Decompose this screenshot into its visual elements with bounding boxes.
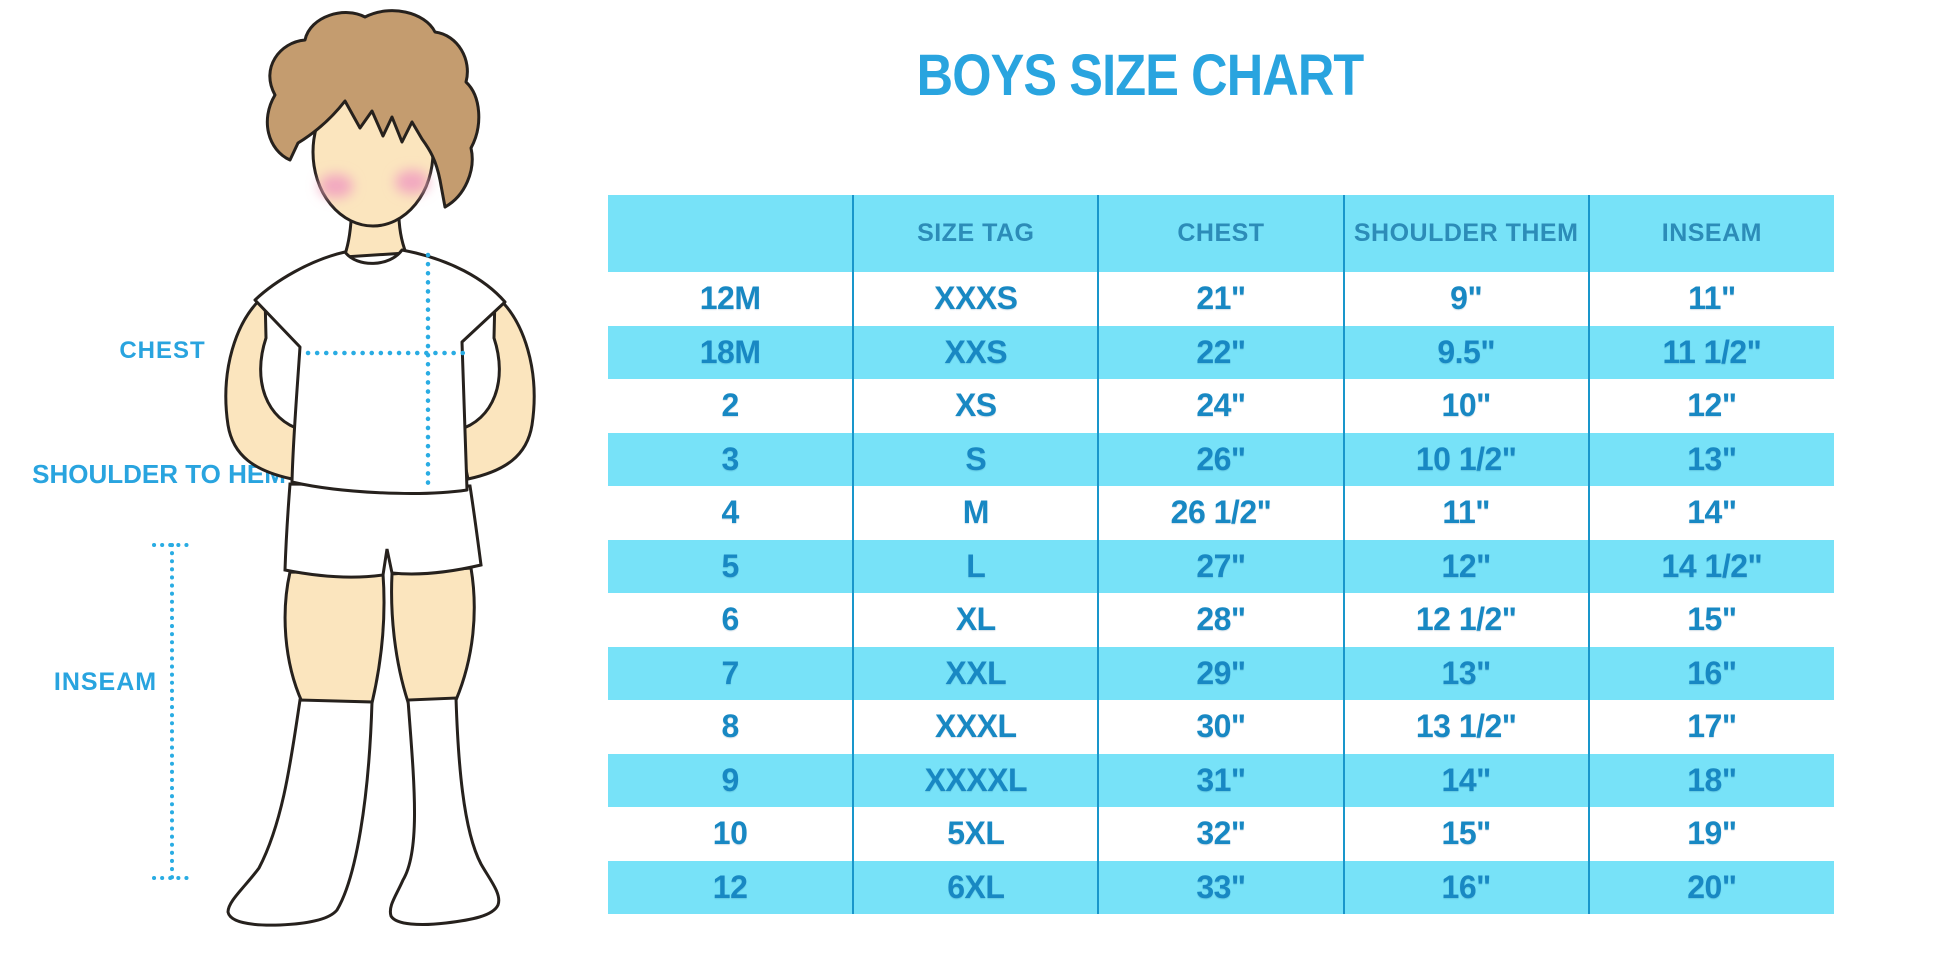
left-cheek <box>319 174 353 198</box>
table-cell: 6XL <box>852 860 1099 914</box>
table-cell: XS <box>852 379 1099 433</box>
table-row: 6 XL 28" 12 1/2" 15" <box>608 593 1834 647</box>
left-arm <box>224 291 304 481</box>
table-cell: 15" <box>1342 807 1589 861</box>
right-sock <box>388 696 501 926</box>
table-cell: 11 1/2" <box>1587 325 1834 379</box>
table-cell: 24" <box>1097 379 1344 433</box>
table-row: 18M XXS 22" 9.5" 11 1/2" <box>608 325 1834 379</box>
table-cell: 26" <box>1097 432 1344 486</box>
table-cell: XXL <box>852 646 1099 700</box>
table-row: 2 XS 24" 10" 12" <box>608 379 1834 433</box>
table-cell: 13 1/2" <box>1342 700 1589 754</box>
table-cell: 31" <box>1097 753 1344 807</box>
right-arm <box>456 291 536 481</box>
table-cell: 19" <box>1587 807 1834 861</box>
header-row: SIZE TAG CHEST SHOULDER THEM INSEAM <box>608 195 1834 272</box>
column-header: CHEST <box>1097 195 1344 272</box>
table-cell: 32" <box>1097 807 1344 861</box>
table-cell: XXS <box>852 325 1099 379</box>
table-row: 10 5XL 32" 15" 19" <box>608 807 1834 861</box>
table-cell: 11" <box>1587 272 1834 326</box>
table-row: 12M XXXS 21" 9" 11" <box>608 272 1834 326</box>
table-cell: 26 1/2" <box>1097 486 1344 540</box>
table-row: 8 XXXL 30" 13 1/2" 17" <box>608 700 1834 754</box>
table-cell: XL <box>852 593 1099 647</box>
table-cell: 20" <box>1587 860 1834 914</box>
table-cell: 16" <box>1587 646 1834 700</box>
shorts <box>283 482 483 579</box>
row-size-label: 2 <box>721 387 739 424</box>
table-cell: 28" <box>1097 593 1344 647</box>
table-row: 3 S 26" 10 1/2" 13" <box>608 432 1834 486</box>
table-cell: 10" <box>1342 379 1589 433</box>
right-leg <box>390 566 476 704</box>
table-cell: 15" <box>1587 593 1834 647</box>
t-shirt <box>253 248 507 495</box>
table-row: 9 XXXXL 31" 14" 18" <box>608 753 1834 807</box>
left-sock <box>226 698 374 927</box>
table-cell: 5XL <box>852 807 1099 861</box>
table-cell: 33" <box>1097 860 1344 914</box>
table-cell: 14" <box>1342 753 1589 807</box>
table-cell: XXXL <box>852 700 1099 754</box>
row-size-label: 10 <box>712 815 748 852</box>
table-cell: 10 1/2" <box>1342 432 1589 486</box>
chest-label: CHEST <box>119 337 206 364</box>
inseam-label: INSEAM <box>53 668 158 696</box>
table-cell: 14" <box>1587 486 1834 540</box>
table-cell: 27" <box>1097 539 1344 593</box>
table-row: 4 M 26 1/2" 11" 14" <box>608 486 1834 540</box>
table-cell: 12" <box>1342 539 1589 593</box>
row-size-label: 12 <box>608 860 854 914</box>
column-header: INSEAM <box>1587 195 1834 272</box>
table-cell: 9" <box>1342 272 1589 326</box>
row-size-label: 8 <box>721 708 739 745</box>
table-cell: 16" <box>1342 860 1589 914</box>
table-cell: XXXS <box>852 272 1099 326</box>
table-row: 7 XXL 29" 13" 16" <box>608 646 1834 700</box>
table-cell: M <box>852 486 1099 540</box>
row-size-label: 3 <box>608 432 854 486</box>
table-cell: 13" <box>1587 432 1834 486</box>
table-row: 12 6XL 33" 16" 20" <box>608 860 1834 914</box>
table-cell: 21" <box>1097 272 1344 326</box>
boy-figure-svg <box>152 9 536 927</box>
table-cell: 18" <box>1587 753 1834 807</box>
row-size-label: 18M <box>608 325 854 379</box>
row-size-label: 4 <box>721 494 739 531</box>
table-cell: 29" <box>1097 646 1344 700</box>
row-size-label: 12M <box>699 280 761 317</box>
table-cell: 9.5" <box>1342 325 1589 379</box>
table-cell: 22" <box>1097 325 1344 379</box>
table-row: 5 L 27" 12" 14 1/2" <box>608 539 1834 593</box>
right-cheek <box>395 170 429 194</box>
column-header: SIZE TAG <box>852 195 1099 272</box>
size-table: SIZE TAG CHEST SHOULDER THEM INSEAM 12M XXXS 2… <box>608 195 1834 914</box>
shoulder-to-hem-label: SHOULDER TO HEM <box>32 459 286 489</box>
left-leg <box>283 570 386 705</box>
table-cell: 12" <box>1587 379 1834 433</box>
table-cell: 13" <box>1342 646 1589 700</box>
table-cell: 14 1/2" <box>1587 539 1834 593</box>
row-size-label: 7 <box>608 646 854 700</box>
hair <box>265 9 481 209</box>
page-title: BOYS SIZE CHART <box>916 43 1365 108</box>
table-cell: 30" <box>1097 700 1344 754</box>
row-size-label: 9 <box>608 753 854 807</box>
boy-illustration <box>140 0 560 973</box>
column-header: SHOULDER THEM <box>1342 195 1589 272</box>
table-cell: S <box>852 432 1099 486</box>
table-cell: L <box>852 539 1099 593</box>
table-cell: 11" <box>1342 486 1589 540</box>
row-size-label: 5 <box>608 539 854 593</box>
column-header <box>608 195 854 272</box>
row-size-label: 6 <box>721 601 739 638</box>
table-cell: 17" <box>1587 700 1834 754</box>
table-cell: 12 1/2" <box>1342 593 1589 647</box>
table-cell: XXXXL <box>852 753 1099 807</box>
